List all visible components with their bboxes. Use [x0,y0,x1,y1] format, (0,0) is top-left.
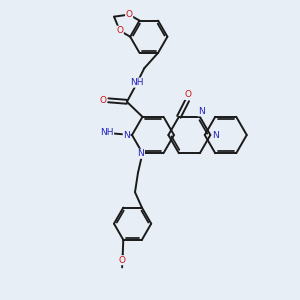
Text: N: N [123,130,130,140]
Text: NH: NH [130,78,144,87]
Text: O: O [116,26,123,35]
Text: O: O [184,90,191,99]
Text: O: O [99,96,106,105]
Text: N: N [198,107,205,116]
Text: O: O [126,10,133,19]
Text: NH: NH [100,128,113,137]
Text: N: N [212,130,219,140]
Text: O: O [118,256,126,265]
Text: N: N [138,149,144,158]
